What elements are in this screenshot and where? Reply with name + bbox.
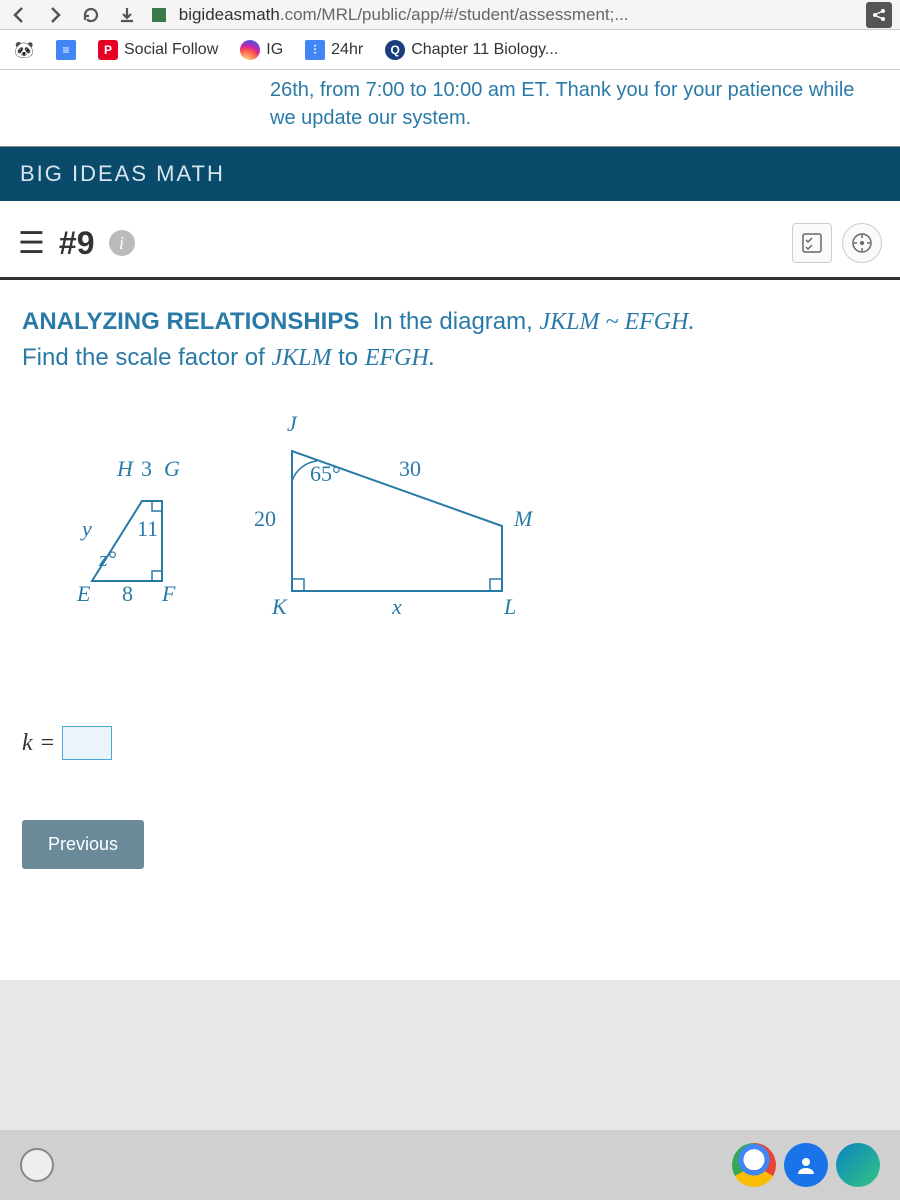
- label-K: K: [272, 594, 287, 620]
- label-J: J: [287, 411, 297, 437]
- label-x: x: [392, 594, 402, 620]
- bookmark-social[interactable]: P Social Follow: [92, 36, 224, 64]
- prompt-text-1: In the diagram,: [373, 308, 540, 335]
- label-65: 65°: [310, 461, 341, 487]
- panda-icon: 🐼: [14, 40, 34, 60]
- nav-circle[interactable]: [20, 1148, 54, 1182]
- bookmark-label: Chapter 11 Biology...: [411, 41, 558, 59]
- prompt-to: to: [338, 344, 365, 371]
- share-icon[interactable]: [866, 2, 892, 28]
- bookmarks-bar: 🐼 ≡ P Social Follow IG ⁝ 24hr Q Chapter …: [0, 30, 900, 70]
- prompt-jklm: JKLM: [271, 345, 331, 371]
- bookmark-label: Social Follow: [124, 41, 218, 59]
- menu-icon[interactable]: ☰: [18, 226, 45, 261]
- question-number: #9: [59, 225, 95, 262]
- contacts-icon[interactable]: [784, 1143, 828, 1187]
- bookmark-24hr[interactable]: ⁝ 24hr: [299, 36, 369, 64]
- docs-icon: ≡: [56, 40, 76, 60]
- answer-eq: =: [41, 730, 55, 757]
- prompt-text-2: Find the scale factor of: [22, 344, 271, 371]
- label-30: 30: [399, 456, 421, 482]
- bookmark-ig[interactable]: IG: [234, 36, 289, 64]
- pinterest-icon: P: [98, 40, 118, 60]
- bookmark-panda[interactable]: 🐼: [8, 36, 40, 64]
- answer-row: k =: [22, 726, 878, 760]
- label-G: G: [164, 456, 180, 482]
- label-F: F: [162, 581, 175, 607]
- browser-nav: bigideasmath.com/MRL/public/app/#/studen…: [0, 0, 900, 30]
- reload-icon[interactable]: [80, 4, 102, 26]
- back-icon[interactable]: [8, 4, 30, 26]
- url-bar[interactable]: bigideasmath.com/MRL/public/app/#/studen…: [152, 5, 852, 25]
- previous-button[interactable]: Previous: [22, 820, 144, 869]
- taskbar: [0, 1130, 900, 1200]
- info-icon[interactable]: i: [109, 230, 135, 256]
- question-toolbar: ☰ #9 i: [0, 201, 900, 277]
- prompt-label: ANALYZING RELATIONSHIPS: [22, 308, 359, 335]
- label-z: z°: [99, 546, 116, 572]
- edge-icon[interactable]: [836, 1143, 880, 1187]
- label-20: 20: [254, 506, 276, 532]
- label-L: L: [504, 594, 516, 620]
- diagram-large: [262, 426, 542, 616]
- tools-icon[interactable]: [842, 223, 882, 263]
- download-icon[interactable]: [116, 4, 138, 26]
- answer-k: k: [22, 730, 33, 757]
- bookmark-label: IG: [266, 41, 283, 59]
- bookmark-biology[interactable]: Q Chapter 11 Biology...: [379, 36, 564, 64]
- label-11: 11: [137, 516, 158, 542]
- url-path: .com/MRL/public/app/#/student/assessment…: [280, 5, 629, 24]
- bookmark-label: 24hr: [331, 41, 363, 59]
- chrome-icon[interactable]: [732, 1143, 776, 1187]
- diagram-area: H 3 G y 11 z° E 8 F J 65° 30 20 M K x L: [22, 406, 878, 666]
- prompt-similar: JKLM ~ EFGH.: [539, 309, 694, 335]
- prompt-efgh: EFGH.: [365, 345, 435, 371]
- instagram-icon: [240, 40, 260, 60]
- label-y: y: [82, 516, 92, 542]
- label-3: 3: [141, 456, 152, 482]
- fitness-icon: ⁝: [305, 40, 325, 60]
- label-M: M: [514, 506, 532, 532]
- answer-input[interactable]: [62, 726, 112, 760]
- maintenance-notice: 26th, from 7:00 to 10:00 am ET. Thank yo…: [0, 70, 900, 147]
- question-prompt: ANALYZING RELATIONSHIPS In the diagram, …: [22, 304, 878, 376]
- brand-bar: BIG IDEAS MATH: [0, 147, 900, 201]
- url-domain: bigideasmath: [179, 5, 280, 24]
- forward-icon[interactable]: [44, 4, 66, 26]
- label-8: 8: [122, 581, 133, 607]
- bookmark-docs[interactable]: ≡: [50, 36, 82, 64]
- checklist-icon[interactable]: [792, 223, 832, 263]
- question-content: ANALYZING RELATIONSHIPS In the diagram, …: [0, 280, 900, 980]
- quizlet-icon: Q: [385, 40, 405, 60]
- label-E: E: [77, 581, 90, 607]
- label-H: H: [117, 456, 133, 482]
